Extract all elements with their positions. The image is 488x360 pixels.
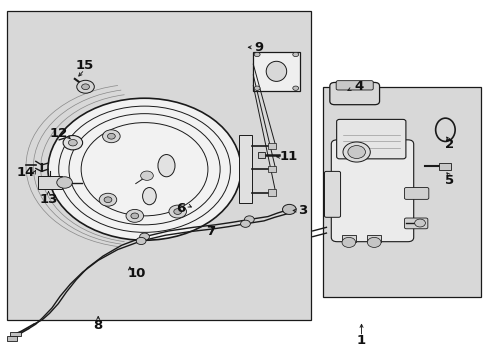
Circle shape xyxy=(341,237,355,247)
Circle shape xyxy=(292,52,298,57)
Circle shape xyxy=(342,142,369,162)
FancyBboxPatch shape xyxy=(330,140,413,242)
Circle shape xyxy=(254,52,260,57)
Text: 9: 9 xyxy=(254,41,263,54)
Circle shape xyxy=(240,220,250,227)
Bar xyxy=(6,12,311,320)
Text: 4: 4 xyxy=(354,80,363,93)
Bar xyxy=(366,235,380,242)
Circle shape xyxy=(282,204,296,215)
FancyBboxPatch shape xyxy=(404,188,428,199)
Ellipse shape xyxy=(158,154,175,177)
Text: 5: 5 xyxy=(444,174,453,186)
Circle shape xyxy=(107,134,115,139)
Circle shape xyxy=(126,210,143,222)
FancyBboxPatch shape xyxy=(335,81,372,90)
Circle shape xyxy=(366,237,380,247)
Circle shape xyxy=(140,233,149,240)
Circle shape xyxy=(414,219,425,227)
Circle shape xyxy=(57,177,72,188)
Text: 11: 11 xyxy=(279,150,297,163)
Circle shape xyxy=(77,80,94,93)
Circle shape xyxy=(254,86,260,90)
Text: 14: 14 xyxy=(17,166,35,179)
Bar xyxy=(267,166,275,172)
Text: 8: 8 xyxy=(93,319,102,332)
Text: 1: 1 xyxy=(356,334,366,347)
Ellipse shape xyxy=(265,61,286,81)
Circle shape xyxy=(81,84,89,90)
Text: 3: 3 xyxy=(298,204,307,217)
Bar xyxy=(38,176,62,189)
Circle shape xyxy=(141,171,153,180)
Circle shape xyxy=(63,135,82,150)
Bar xyxy=(322,87,480,297)
Text: 10: 10 xyxy=(127,267,145,280)
Circle shape xyxy=(131,213,139,219)
FancyBboxPatch shape xyxy=(324,171,340,217)
Circle shape xyxy=(68,139,77,146)
Ellipse shape xyxy=(142,188,156,205)
Bar xyxy=(238,135,252,203)
Circle shape xyxy=(173,209,181,215)
Bar xyxy=(438,163,450,170)
Circle shape xyxy=(102,130,120,143)
Circle shape xyxy=(99,193,117,206)
Circle shape xyxy=(136,237,146,244)
Bar xyxy=(10,332,21,336)
FancyBboxPatch shape xyxy=(253,51,299,91)
FancyBboxPatch shape xyxy=(336,120,405,159)
Circle shape xyxy=(48,98,241,240)
FancyBboxPatch shape xyxy=(404,218,427,229)
Circle shape xyxy=(292,86,298,90)
Text: 15: 15 xyxy=(75,59,94,72)
Bar xyxy=(341,235,355,242)
Circle shape xyxy=(104,197,112,203)
Text: 7: 7 xyxy=(205,225,215,238)
Bar xyxy=(267,143,275,149)
Bar xyxy=(6,336,17,341)
FancyBboxPatch shape xyxy=(329,82,379,105)
Text: 2: 2 xyxy=(444,138,453,150)
Circle shape xyxy=(347,145,365,158)
Bar xyxy=(267,189,275,196)
Text: 12: 12 xyxy=(49,127,67,140)
Text: 13: 13 xyxy=(39,193,58,206)
FancyBboxPatch shape xyxy=(257,152,265,158)
Text: 6: 6 xyxy=(176,202,185,215)
Circle shape xyxy=(244,216,254,223)
Circle shape xyxy=(168,205,186,218)
